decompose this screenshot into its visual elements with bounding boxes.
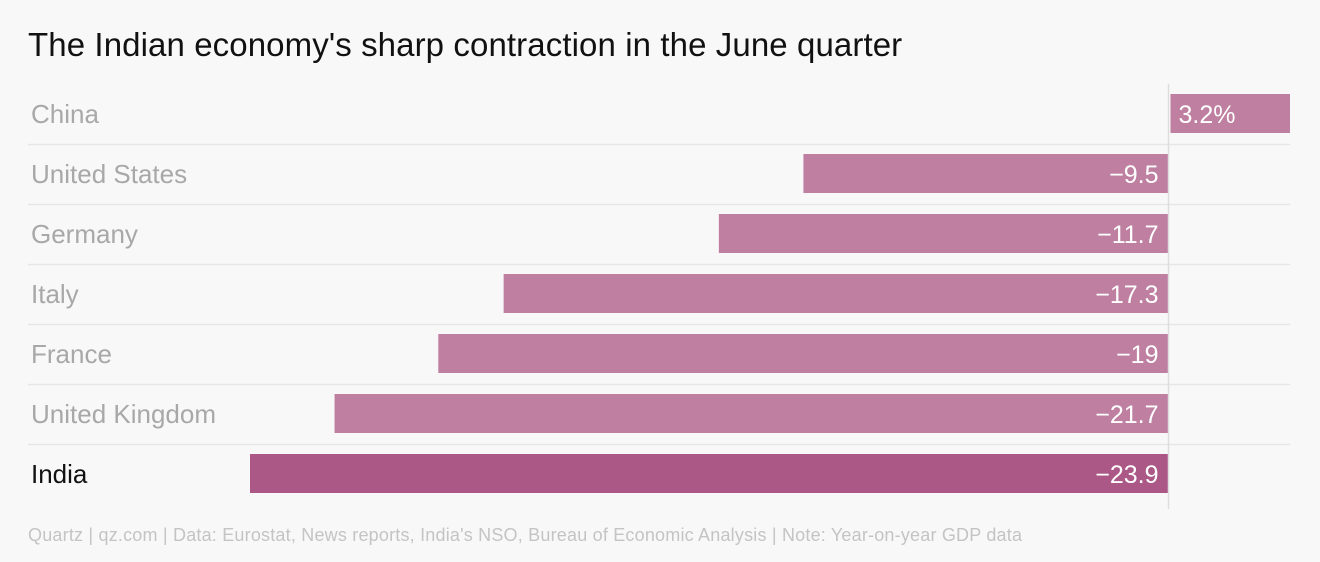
bar-united-states [803,154,1169,193]
value-label-india: −23.9 [1095,461,1158,489]
category-label-india: India [31,459,88,489]
category-label-italy: Italy [31,279,79,309]
chart-footer: Quartz | qz.com | Data: Eurostat, News r… [28,525,1023,545]
bar-italy [503,274,1169,313]
value-label-germany: −11.7 [1097,221,1158,249]
category-label-france: France [31,339,112,369]
value-label-italy: −17.3 [1095,281,1158,309]
value-label-france: −19 [1116,341,1158,369]
value-label-china: 3.2% [1179,101,1236,129]
bar-chart: China 3.2% United States −9.5 Germany −11.7 It… [28,84,1290,509]
category-label-germany: Germany [31,219,138,249]
category-label-united-states: United States [31,159,187,189]
bar-france [438,334,1169,373]
bar-united-kingdom [334,394,1169,433]
bar-india [250,454,1169,493]
value-label-united-states: −9.5 [1109,161,1158,189]
chart-title: The Indian economy's sharp contraction i… [28,26,903,63]
category-label-china: China [31,99,99,129]
value-label-united-kingdom: −21.7 [1095,401,1158,429]
category-label-united-kingdom: United Kingdom [31,399,216,429]
bar-china [1170,94,1290,133]
bar-germany [718,214,1169,253]
